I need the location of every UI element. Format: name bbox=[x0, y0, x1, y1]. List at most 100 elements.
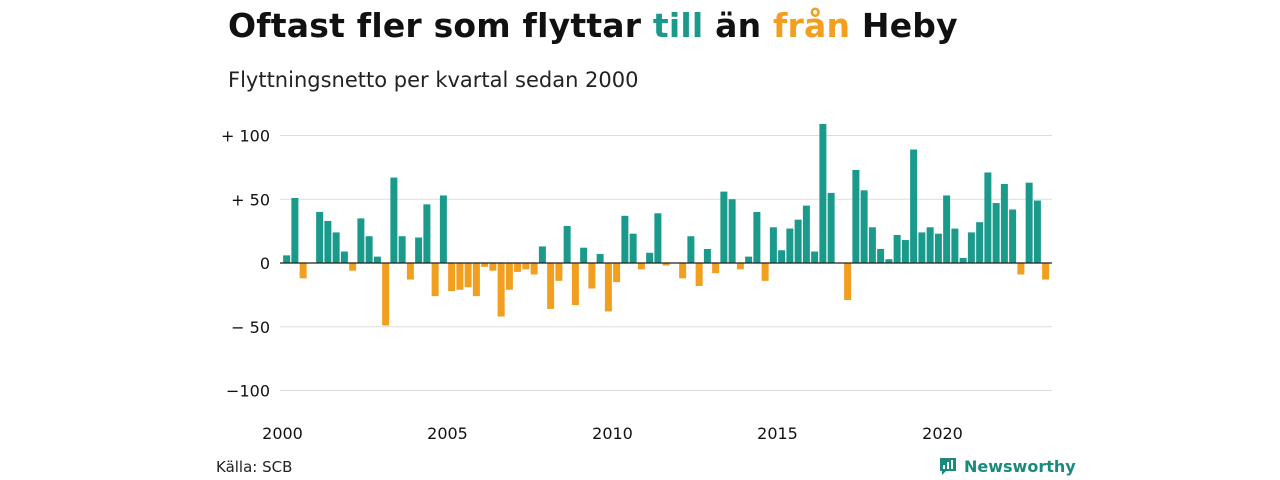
bar-negative bbox=[497, 263, 505, 317]
bar-positive bbox=[373, 256, 381, 264]
brand-logo: Newsworthy bbox=[938, 456, 1076, 476]
bar-positive bbox=[316, 212, 324, 263]
bar-positive bbox=[340, 251, 348, 263]
bar-positive bbox=[885, 259, 893, 263]
bar-negative bbox=[522, 263, 530, 270]
x-tick-label: 2015 bbox=[757, 424, 798, 443]
bar-negative bbox=[299, 263, 307, 279]
bar-negative bbox=[712, 263, 720, 274]
bar-negative bbox=[761, 263, 769, 281]
bar-negative bbox=[736, 263, 744, 270]
title-middle: än bbox=[703, 6, 773, 45]
bar-positive bbox=[753, 212, 761, 263]
bar-positive bbox=[745, 256, 753, 264]
bar-positive bbox=[967, 232, 975, 263]
bar-positive bbox=[918, 232, 926, 263]
bar-negative bbox=[464, 263, 472, 288]
bar-negative bbox=[555, 263, 563, 281]
newsworthy-logo-icon bbox=[940, 458, 956, 475]
bar-positive bbox=[646, 252, 654, 263]
y-tick-label: −100 bbox=[226, 382, 270, 401]
bar-positive bbox=[1000, 183, 1008, 263]
bar-positive bbox=[728, 199, 736, 263]
x-tick-label: 2005 bbox=[427, 424, 468, 443]
bar-positive bbox=[943, 195, 951, 263]
brand-name: Newsworthy bbox=[964, 456, 1076, 476]
y-tick-label: + 50 bbox=[231, 190, 270, 209]
bar-positive bbox=[563, 226, 571, 263]
y-tick-label: 0 bbox=[260, 254, 270, 273]
bar-positive bbox=[811, 251, 819, 263]
bar-positive bbox=[893, 234, 901, 263]
bar-positive bbox=[580, 247, 588, 263]
bar-positive bbox=[415, 237, 423, 263]
bar-negative bbox=[530, 263, 538, 275]
title-prefix: Oftast fler som flyttar bbox=[228, 6, 653, 45]
bar-positive bbox=[423, 204, 431, 263]
bar-positive bbox=[365, 236, 373, 263]
bar-negative bbox=[637, 263, 645, 270]
bar-positive bbox=[720, 191, 728, 263]
bar-positive bbox=[769, 227, 777, 263]
bar-negative bbox=[514, 263, 522, 272]
y-tick-label: + 100 bbox=[221, 127, 270, 146]
bar-negative bbox=[382, 263, 390, 326]
bar-negative bbox=[1042, 263, 1050, 280]
bar-negative bbox=[481, 263, 489, 267]
bar-positive bbox=[786, 228, 794, 263]
x-tick-label: 2000 bbox=[262, 424, 303, 443]
bar-positive bbox=[860, 190, 868, 263]
bar-positive bbox=[992, 203, 1000, 263]
x-tick-label: 2010 bbox=[592, 424, 633, 443]
bar-positive bbox=[1009, 209, 1017, 263]
title-negative-word: från bbox=[772, 6, 851, 45]
bar-negative bbox=[679, 263, 687, 279]
bar-negative bbox=[489, 263, 497, 271]
bar-positive bbox=[596, 254, 604, 263]
bar-positive bbox=[357, 218, 365, 264]
bar-negative bbox=[571, 263, 579, 306]
bar-positive bbox=[324, 220, 332, 263]
bar-positive bbox=[910, 149, 918, 263]
bar-positive bbox=[959, 257, 967, 263]
bar-negative bbox=[349, 263, 357, 271]
bar-positive bbox=[877, 248, 885, 263]
bar-positive bbox=[802, 205, 810, 263]
bar-negative bbox=[588, 263, 596, 289]
x-tick-label: 2020 bbox=[922, 424, 963, 443]
bar-positive bbox=[868, 227, 876, 263]
bar-positive bbox=[283, 255, 291, 263]
bar-negative bbox=[431, 263, 439, 297]
bar-positive bbox=[687, 236, 695, 263]
bar-negative bbox=[844, 263, 852, 300]
chart-subtitle: Flyttningsnetto per kvartal sedan 2000 bbox=[228, 68, 639, 92]
bar-positive bbox=[901, 240, 909, 263]
bar-positive bbox=[976, 222, 984, 263]
bar-positive bbox=[852, 169, 860, 263]
bar-negative bbox=[505, 263, 513, 290]
bar-positive bbox=[629, 233, 637, 263]
bar-positive bbox=[398, 236, 406, 263]
bar-positive bbox=[332, 232, 340, 263]
bar-positive bbox=[538, 246, 546, 263]
bar-positive bbox=[778, 250, 786, 263]
bar-positive bbox=[654, 213, 662, 263]
bar-positive bbox=[934, 233, 942, 263]
bar-negative bbox=[613, 263, 621, 283]
bar-negative bbox=[662, 263, 670, 266]
title-suffix: Heby bbox=[850, 6, 958, 45]
bar-positive bbox=[390, 177, 398, 263]
bar-negative bbox=[456, 263, 464, 290]
bar-positive bbox=[291, 197, 299, 263]
y-tick-label: − 50 bbox=[231, 318, 270, 337]
bar-positive bbox=[439, 195, 447, 263]
bar-negative bbox=[448, 263, 456, 292]
bar-positive bbox=[827, 192, 835, 264]
bar-positive bbox=[703, 248, 711, 263]
bar-positive bbox=[926, 227, 934, 263]
bar-positive bbox=[819, 124, 827, 263]
source-label: Källa: SCB bbox=[216, 458, 293, 476]
bar-positive bbox=[621, 215, 629, 263]
bar-negative bbox=[472, 263, 480, 297]
